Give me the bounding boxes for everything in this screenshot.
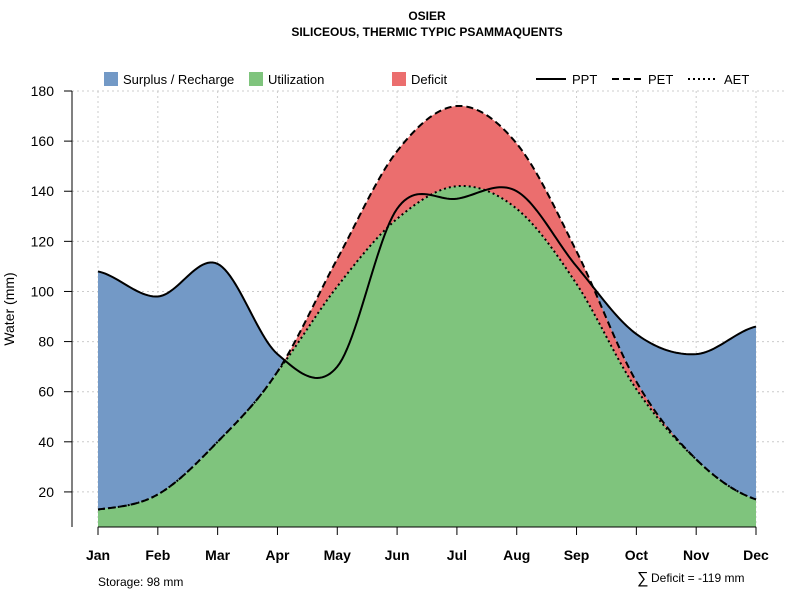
y-tick-label: 60 [38,384,54,400]
legend-label-ppt: PPT [572,72,597,87]
legend-label-aet: AET [724,72,749,87]
y-tick-label: 40 [38,434,54,450]
utilization-area [98,186,756,527]
ppt-line [97,186,757,379]
deficit-annotation: Deficit = -119 mm [651,571,744,585]
y-tick-label: 140 [31,183,55,199]
x-tick-label: Jun [385,547,410,563]
y-tick-label: 180 [31,83,55,99]
deficit-area [98,105,756,510]
legend: Surplus / Recharge Utilization Deficit P… [104,72,749,87]
legend-label-surplus: Surplus / Recharge [123,72,234,87]
x-tick-label: Jan [86,547,110,563]
sum-icon: ∑ [637,570,648,587]
x-tick-label: Apr [265,547,290,563]
legend-swatch-surplus [104,72,118,86]
y-ticks: 20 40 60 80 100 120 140 160 180 [31,83,72,500]
x-tick-label: Oct [625,547,649,563]
legend-swatch-deficit [392,72,406,86]
x-tick-label: Dec [743,547,769,563]
surplus-area [98,105,756,510]
y-tick-label: 20 [38,484,54,500]
x-tick-label: Jul [447,547,467,563]
y-tick-label: 100 [31,283,55,299]
y-axis-label: Water (mm) [1,272,17,345]
legend-label-pet: PET [648,72,673,87]
x-tick-label: Mar [205,547,230,563]
y-tick-label: 80 [38,334,54,350]
axes [71,91,756,528]
series-lines [97,104,757,511]
aet-line [97,184,757,511]
y-tick-label: 120 [31,233,55,249]
pet-line [97,104,757,511]
chart-subtitle: SILICEOUS, THERMIC TYPIC PSAMMAQUENTS [291,25,562,39]
area-fills [98,105,756,527]
legend-label-utilization: Utilization [268,72,324,87]
legend-swatch-utilization [249,72,263,86]
x-ticks: Jan Feb Mar Apr May Jun Jul Aug Sep Oct Nov Dec [86,527,769,563]
x-tick-label: Sep [564,547,590,563]
storage-annotation: Storage: 98 mm [98,575,183,589]
x-tick-label: May [324,547,351,563]
x-tick-label: Aug [503,547,530,563]
x-tick-label: Feb [145,547,170,563]
x-tick-label: Nov [683,547,710,563]
legend-label-deficit: Deficit [411,72,448,87]
y-tick-label: 160 [31,133,55,149]
chart-title: OSIER [408,9,446,23]
